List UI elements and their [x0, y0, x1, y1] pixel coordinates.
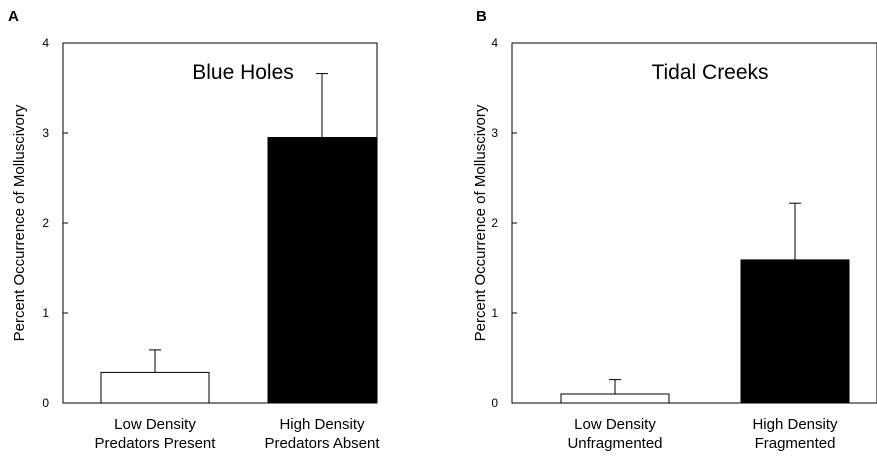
chart-panel-a: A 0 1 2 3 4 Percent Occurrence of Molluscivory… [8, 8, 380, 452]
x-category-label: Predators Present [95, 435, 217, 452]
x-category-label: High Density [752, 416, 838, 433]
x-category-label: Predators Absent [264, 435, 380, 452]
bar [560, 393, 670, 404]
y-axis-label: Percent Occurrence of Molluscivory [472, 104, 489, 341]
y-tick-label: 0 [42, 396, 49, 410]
chart-panel-b: B 0 1 2 3 4 Percent Occurrence of Molluscivory… [472, 8, 877, 452]
bar [267, 137, 377, 404]
bar [740, 259, 850, 404]
panel-label: A [8, 8, 19, 25]
y-tick-label: 3 [491, 126, 498, 140]
panel-label: B [476, 8, 487, 25]
y-tick-label: 0 [491, 396, 498, 410]
y-tick-label: 1 [42, 306, 49, 320]
x-category-label: Fragmented [755, 435, 836, 452]
y-tick-label: 2 [42, 216, 49, 230]
y-axis-label: Percent Occurrence of Molluscivory [11, 104, 28, 341]
bar [100, 371, 210, 404]
chart-title: Blue Holes [192, 61, 294, 84]
y-tick-label: 2 [491, 216, 498, 230]
y-tick-label: 4 [42, 36, 49, 50]
x-category-label: High Density [279, 416, 365, 433]
chart-title: Tidal Creeks [651, 61, 768, 84]
y-tick-label: 1 [491, 306, 498, 320]
y-tick-label: 4 [491, 36, 498, 50]
x-category-label: Low Density [574, 416, 656, 433]
x-category-label: Low Density [114, 416, 196, 433]
x-category-label: Unfragmented [567, 435, 662, 452]
y-tick-label: 3 [42, 126, 49, 140]
